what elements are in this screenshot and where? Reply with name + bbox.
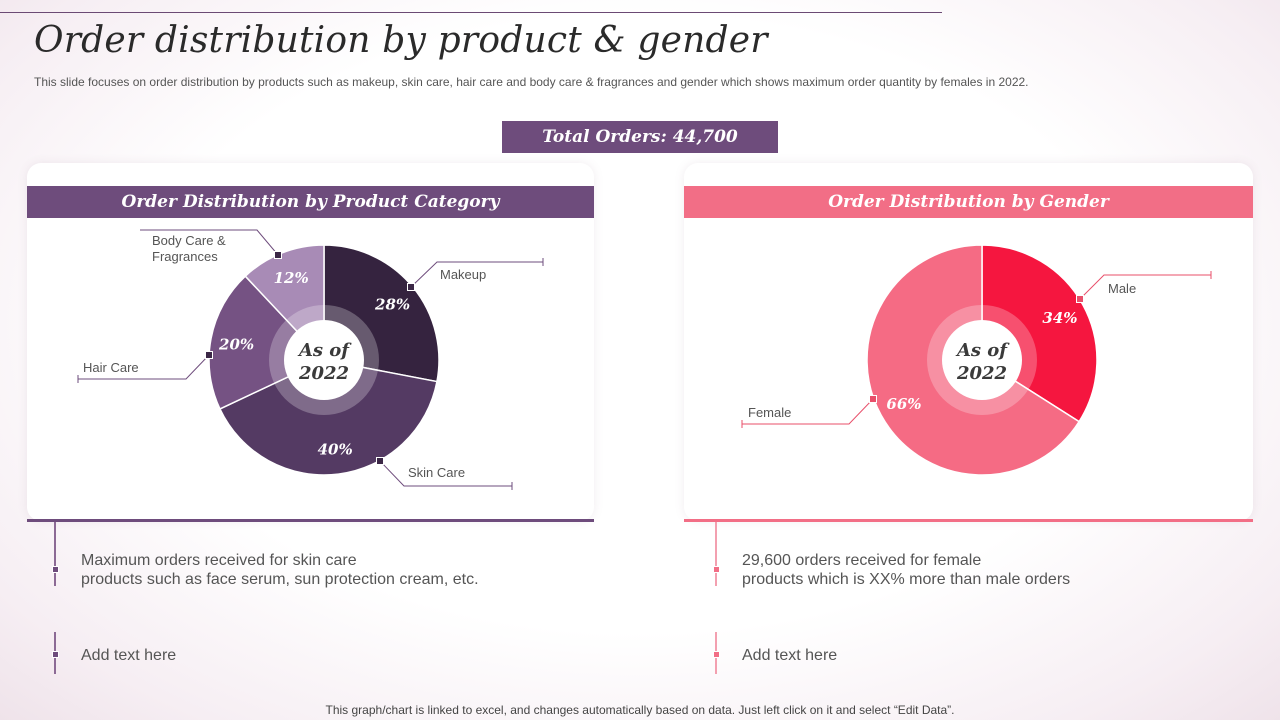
left-note-1: Maximum orders received for skin care pr…: [81, 552, 479, 588]
callout-line-female: [742, 398, 874, 425]
category-label-body-care-fragrances: Fragrances: [152, 249, 218, 264]
callout-line-hair-care: [78, 354, 210, 380]
value-label-body-care-fragrances: 12%: [274, 269, 309, 287]
footnote: This graph/chart is linked to excel, and…: [325, 703, 955, 717]
note-connector: [54, 522, 56, 586]
callout-marker: [407, 283, 415, 291]
category-label-male: Male: [1108, 281, 1136, 296]
note-bullet: [52, 566, 59, 573]
callout-marker: [205, 351, 213, 359]
note-connector: [715, 522, 717, 586]
value-label-male: 34%: [1042, 309, 1077, 327]
right-card-rule: [684, 519, 1253, 522]
category-label-female: Female: [748, 405, 791, 420]
callout-marker: [274, 251, 282, 259]
right-note-2: Add text here: [742, 647, 838, 664]
value-label-female: 66%: [886, 395, 921, 413]
category-label-hair-care: Hair Care: [83, 360, 139, 375]
callout-line-makeup: [410, 261, 543, 288]
left-card-rule: [27, 519, 594, 522]
note-bullet: [52, 651, 59, 658]
left-note-2: Add text here: [81, 647, 177, 664]
category-label-skin-care: Skin Care: [408, 465, 465, 480]
callout-marker: [1076, 295, 1084, 303]
note-bullet: [713, 651, 720, 658]
value-label-hair-care: 20%: [218, 335, 254, 353]
callout-marker: [376, 457, 384, 465]
category-label-makeup: Makeup: [440, 267, 486, 282]
right-note-1: 29,600 orders received for female produc…: [742, 552, 1071, 588]
slide-subtitle: This slide focuses on order distribution…: [34, 75, 1029, 89]
callout-line-skin-care: [379, 460, 512, 487]
callout-line-body-care-fragrances: [140, 229, 279, 256]
slice-hair-care: [208, 275, 326, 410]
slice-skin-care: [218, 359, 438, 476]
center-label: As of: [297, 340, 352, 361]
note-bullet: [713, 566, 720, 573]
product-category-header: Order Distribution by Product Category: [27, 186, 594, 218]
center-label: As of: [955, 340, 1010, 361]
value-label-makeup: 28%: [374, 295, 410, 313]
category-label-body-care-fragrances: Body Care &: [152, 233, 226, 248]
center-label: 2022: [956, 363, 1007, 384]
gender-header: Order Distribution by Gender: [684, 186, 1253, 218]
slide-title: Order distribution by product & gender: [34, 20, 768, 61]
callout-line-male: [1079, 274, 1211, 300]
total-orders-banner: Total Orders: 44,700: [502, 121, 778, 153]
donut-hole: [942, 320, 1022, 400]
center-label: 2022: [298, 363, 349, 384]
callout-marker: [869, 395, 877, 403]
top-rule: [0, 12, 942, 13]
value-label-skin-care: 40%: [318, 440, 353, 458]
donut-hole: [284, 320, 364, 400]
